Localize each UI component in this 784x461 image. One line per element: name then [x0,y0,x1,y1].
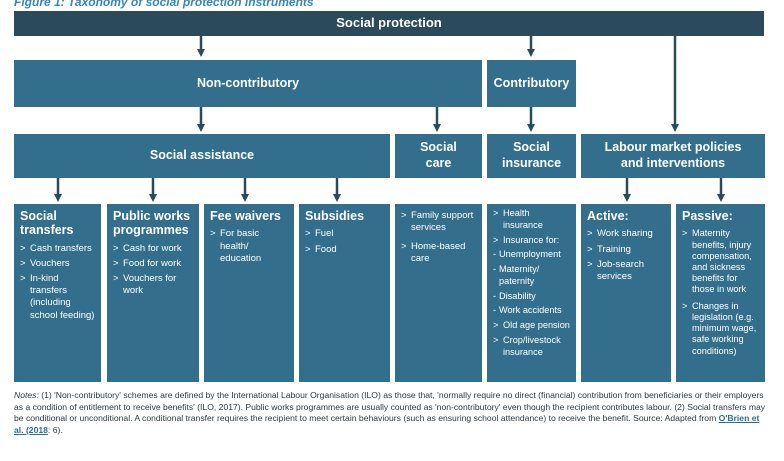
leaf-title: Social transfers [20,209,74,238]
list-item: Food for work [113,258,193,270]
node-social-care: Social care [395,134,482,178]
leaf-social-insurance: Health insurance Insurance for: Unemploy… [487,204,576,382]
notes-suffix: : 6). [47,424,63,435]
node-social-assistance: Social assistance [14,134,390,178]
list-item: Crop/livestock insurance [493,335,570,359]
list-item: Family support services [401,210,476,234]
list-item: Food [305,244,384,256]
list-item: Maternity benefits, injury compensation,… [682,228,759,295]
leaf-public-works: Public works programmes Cash for work Fo… [107,204,199,382]
node-labour-market: Labour market policies and interventions [581,134,765,178]
notes-text: (1) 'Non-contributory' schemes are defin… [14,390,766,424]
source-link[interactable]: O'Brien et al. (2018 [14,413,760,435]
leaf-title: Subsidies [305,209,365,223]
list-item: Cash transfers [20,243,95,255]
list-item: Fuel [305,228,384,240]
leaf-subsidies: Subsidies Fuel Food [299,204,390,382]
leaf-title: Public works programmes [113,209,191,238]
leaf-active: Active: Work sharing Training Job-search… [581,204,671,382]
list-item: Vouchers [20,258,95,270]
list-item: Home-based care [401,241,476,265]
root-social-protection: Social protection [14,11,764,36]
list-item: Changes in legislation (e.g. minimum wag… [682,301,759,357]
list-item: Old age pension [493,320,570,332]
leaf-passive: Passive: Maternity benefits, injury comp… [676,204,765,382]
notes-label: Notes: [14,390,39,400]
node-contributory: Contributory [487,60,576,107]
list-item: Health insurance [493,208,570,232]
node-non-contributory: Non-contributory [14,60,482,107]
list-item: Unemployment [493,249,570,261]
node-social-insurance: Social insurance [487,134,576,178]
leaf-social-transfers: Social transfers Cash transfers Vouchers… [14,204,101,382]
list-item: Work accidents [493,305,570,317]
list-item: Vouchers for work [113,273,193,297]
leaf-title: Passive: [682,209,733,223]
leaf-title: Fee waivers [210,209,281,223]
list-item: Maternity/ paternity [493,264,570,288]
list-item: Training [587,244,665,256]
figure-title: Figure 1: Taxonomy of social protection … [14,0,314,9]
list-item: Insurance for: [493,235,570,247]
list-item: Work sharing [587,228,665,240]
figure-notes: Notes: (1) 'Non-contributory' schemes ar… [14,390,770,436]
list-item: In-kind transfers (including school feed… [20,273,95,322]
list-item: For basic health/ education [210,228,288,264]
list-item: Job-search services [587,259,665,283]
leaf-social-care: Family support services Home-based care [395,204,482,382]
list-item: Disability [493,291,570,303]
list-item: Cash for work [113,243,193,255]
leaf-title: Active: [587,209,629,223]
leaf-fee-waivers: Fee waivers For basic health/ education [204,204,294,382]
